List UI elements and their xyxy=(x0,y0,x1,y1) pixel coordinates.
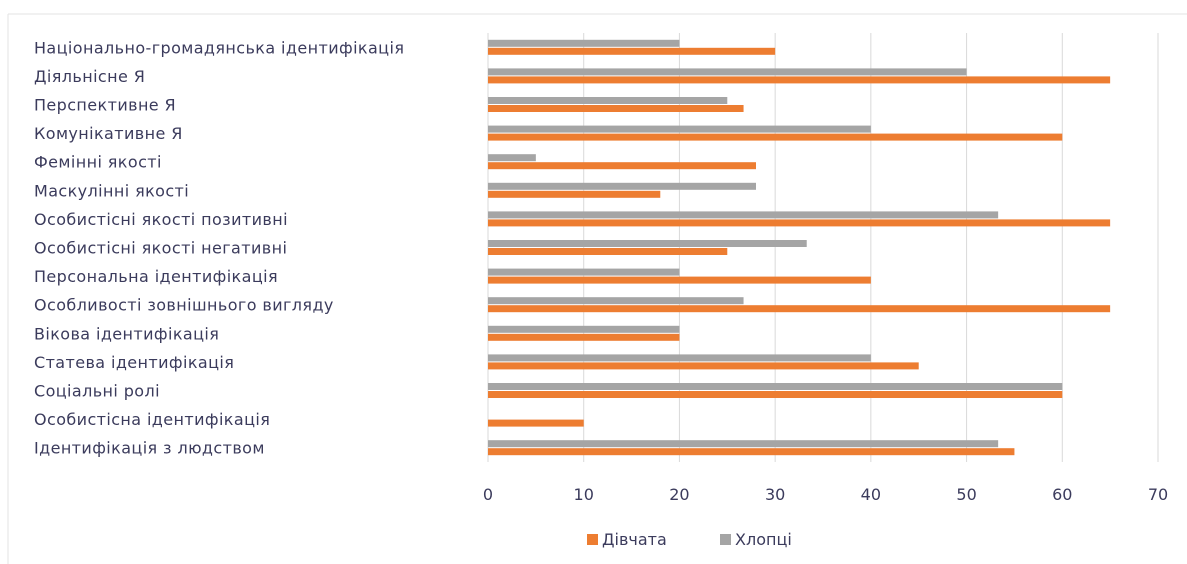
category-label: Комунікативне Я xyxy=(34,124,183,143)
bar-khloptsi xyxy=(488,383,1063,390)
bar-divchata xyxy=(488,333,680,341)
x-tick-label: 0 xyxy=(483,485,493,504)
bar-khloptsi xyxy=(488,125,871,133)
legend-label-khloptsi: Хлопці xyxy=(735,530,792,549)
x-tick-label: 30 xyxy=(765,485,785,504)
category-label: Особистісна ідентифікація xyxy=(34,410,270,429)
legend-swatch-khloptsi xyxy=(720,534,731,545)
bar-divchata xyxy=(488,105,744,112)
bar-khloptsi xyxy=(488,268,680,276)
bar-khloptsi xyxy=(488,39,680,47)
bar-khloptsi xyxy=(488,440,999,448)
legend-label-divchata: Дівчата xyxy=(602,530,667,549)
bar-khloptsi xyxy=(488,68,967,76)
bar-divchata xyxy=(488,76,1111,84)
bar-divchata xyxy=(488,162,756,170)
bar-khloptsi xyxy=(488,211,999,219)
category-label: Статева ідентифікація xyxy=(34,353,234,372)
bar-divchata xyxy=(488,190,661,198)
legend-swatch-divchata xyxy=(587,534,598,545)
bar-khloptsi xyxy=(488,154,536,162)
category-label: Особистісні якості позитивні xyxy=(34,210,288,229)
x-tick-label: 70 xyxy=(1148,485,1168,504)
x-tick-label: 60 xyxy=(1052,485,1072,504)
category-label: Ідентифікація з людством xyxy=(34,439,265,458)
bar-divchata xyxy=(488,276,871,284)
bar-divchata xyxy=(488,133,1063,141)
legend: Дівчата Хлопці xyxy=(587,530,792,549)
category-label: Соціальні ролі xyxy=(34,382,160,401)
category-label: Діяльнісне Я xyxy=(34,67,145,86)
bar-khloptsi xyxy=(488,240,807,247)
value-axis-labels: 0 10 20 30 40 50 60 70 xyxy=(483,485,1168,504)
x-tick-label: 20 xyxy=(669,485,689,504)
bar-khloptsi xyxy=(488,354,871,362)
category-label: Фемінні якості xyxy=(34,153,162,172)
bar-divchata xyxy=(488,362,919,370)
category-axis-labels: Національно-громадянська ідентифікація Ді… xyxy=(34,38,404,457)
x-tick-label: 10 xyxy=(574,485,594,504)
gridlines xyxy=(487,33,1159,462)
category-label: Персональна ідентифікація xyxy=(34,267,278,286)
category-label: Перспективне Я xyxy=(34,96,176,115)
category-label: Вікова ідентифікація xyxy=(34,324,219,343)
bar-divchata xyxy=(488,305,1111,313)
bars xyxy=(488,39,1111,456)
category-label: Особистісні якості негативні xyxy=(34,239,287,258)
bar-divchata xyxy=(488,47,776,55)
category-label: Маскулінні якості xyxy=(34,181,189,200)
category-label: Національно-громадянська ідентифікація xyxy=(34,38,404,57)
bar-khloptsi xyxy=(488,297,744,305)
category-label: Особливості зовнішнього вигляду xyxy=(34,296,334,315)
x-tick-label: 50 xyxy=(956,485,976,504)
bar-khloptsi xyxy=(488,97,728,104)
bar-khloptsi xyxy=(488,325,680,333)
x-tick-label: 40 xyxy=(861,485,881,504)
bar-divchata xyxy=(488,448,1015,456)
bar-divchata xyxy=(488,391,1063,398)
bar-divchata xyxy=(488,248,728,255)
bar-divchata xyxy=(488,419,584,427)
bar-divchata xyxy=(488,219,1111,227)
bar-khloptsi xyxy=(488,182,756,190)
